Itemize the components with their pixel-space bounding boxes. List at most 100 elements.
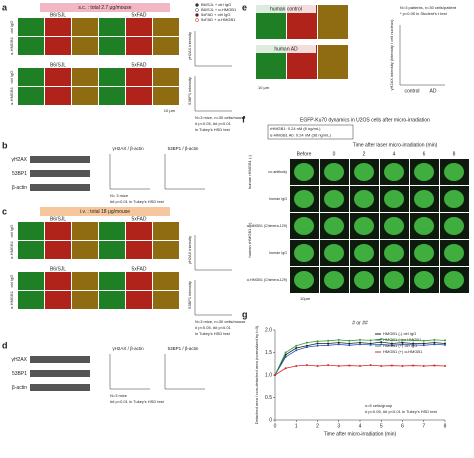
label: α-HMGB1 <box>9 86 14 105</box>
micrograph <box>45 241 71 259</box>
label: # or ## <box>352 320 368 326</box>
cell-nucleus <box>294 190 314 208</box>
micrograph <box>99 272 125 290</box>
point <box>390 342 393 345</box>
point <box>401 338 404 341</box>
blot-band <box>30 384 90 391</box>
label: N=3 mice, n=30 cells/mouse <box>195 319 246 324</box>
label: γH2AX intensity (intensity / cell nucleu… <box>389 19 394 91</box>
cell-nucleus <box>294 217 314 235</box>
micrograph <box>72 241 98 259</box>
cell-nucleus <box>414 244 434 262</box>
label: ## p<0.01 in Tukey's HSD test <box>110 399 165 404</box>
x-tick-label: 2 <box>316 423 319 429</box>
tag <box>256 45 316 53</box>
label: 5xFAD <box>131 12 146 18</box>
label: # p<0.05, ## p<0.01 <box>195 121 232 126</box>
point <box>422 342 425 345</box>
condition-box <box>267 124 354 140</box>
label: n=5 cells/group <box>365 403 393 408</box>
micrograph <box>45 37 71 55</box>
point <box>369 343 372 346</box>
point <box>390 339 393 342</box>
blot-band <box>30 184 90 191</box>
legend-label: HMGB1 (-) ctrl IgG <box>383 331 416 336</box>
x-tick-label: 4 <box>359 423 362 429</box>
panel-label: b <box>2 140 8 150</box>
tag <box>256 5 316 13</box>
micrograph <box>126 222 152 240</box>
point <box>316 344 319 347</box>
label: α-HMGB1 (Chimera-129) <box>247 278 287 282</box>
label: human IgG <box>269 197 287 201</box>
point <box>305 364 308 367</box>
micrograph <box>99 87 125 105</box>
label: ## p<0.01 in Tukey's HSD test <box>110 199 165 204</box>
panel-label: d <box>2 340 8 350</box>
banner-text: i.v. : total 18 μg/mouse <box>80 209 130 215</box>
point <box>284 367 287 370</box>
label: B6/SJL <box>50 12 66 18</box>
cell-nucleus <box>354 271 374 289</box>
micrograph <box>318 45 348 79</box>
label: B6/SJL <box>50 216 66 222</box>
label: 53BP1 / β-actin <box>168 146 199 151</box>
label: # p<0.05, ## p<0.01 <box>195 325 232 330</box>
point <box>305 346 308 349</box>
micrograph <box>99 241 125 259</box>
label: 53BP1 <box>12 171 27 177</box>
micrograph <box>99 222 125 240</box>
micrograph <box>18 87 44 105</box>
cell-nucleus <box>444 271 464 289</box>
banner-text: s.c. : total 2.7 μg/mouse <box>78 5 131 11</box>
micrograph <box>45 272 71 290</box>
micrograph <box>72 68 98 86</box>
cell-nucleus <box>354 190 374 208</box>
point <box>412 343 415 346</box>
cell-nucleus <box>354 244 374 262</box>
micrograph <box>18 18 44 36</box>
cell-nucleus <box>384 217 404 235</box>
label: ctrl IgG <box>9 21 14 34</box>
point <box>380 343 383 346</box>
micrograph <box>45 87 71 105</box>
label: 53BP1 <box>12 371 27 377</box>
panel-label: a <box>2 2 8 12</box>
label: γH2AX / β-actin <box>112 146 144 151</box>
micrograph <box>318 5 348 39</box>
label: rHMGB1: 0.24 nM (6 ng/mL) <box>270 126 321 131</box>
blot-band <box>30 156 90 163</box>
y-tick-label: 1.0 <box>265 372 272 378</box>
point <box>401 341 404 344</box>
legend-marker <box>195 8 199 12</box>
micrograph <box>153 87 179 105</box>
point <box>401 365 404 367</box>
label: N=3 mice, n=30 cells/mouse <box>195 115 246 120</box>
point <box>316 365 319 367</box>
point <box>422 344 425 347</box>
label: 10 μm <box>164 108 176 113</box>
point <box>337 343 340 346</box>
point <box>359 341 361 344</box>
micrograph <box>153 37 179 55</box>
blot-band <box>30 370 90 377</box>
label: ctrl IgG <box>9 225 14 238</box>
blot-band <box>30 356 90 363</box>
point <box>380 365 383 367</box>
micrograph <box>153 222 179 240</box>
cell-nucleus <box>414 217 434 235</box>
micrograph <box>126 241 152 259</box>
point <box>348 339 351 342</box>
point <box>316 340 319 343</box>
label: N= 3 mice <box>110 193 129 198</box>
point <box>412 339 415 342</box>
cell-nucleus <box>444 163 464 181</box>
point <box>295 349 298 352</box>
cell-nucleus <box>384 163 404 181</box>
micrograph <box>72 37 98 55</box>
label: β-actin <box>12 185 27 191</box>
point <box>359 343 361 346</box>
cell-nucleus <box>444 244 464 262</box>
micrograph <box>126 272 152 290</box>
label: N=3 patients, n=30 cells/patient <box>400 5 457 10</box>
